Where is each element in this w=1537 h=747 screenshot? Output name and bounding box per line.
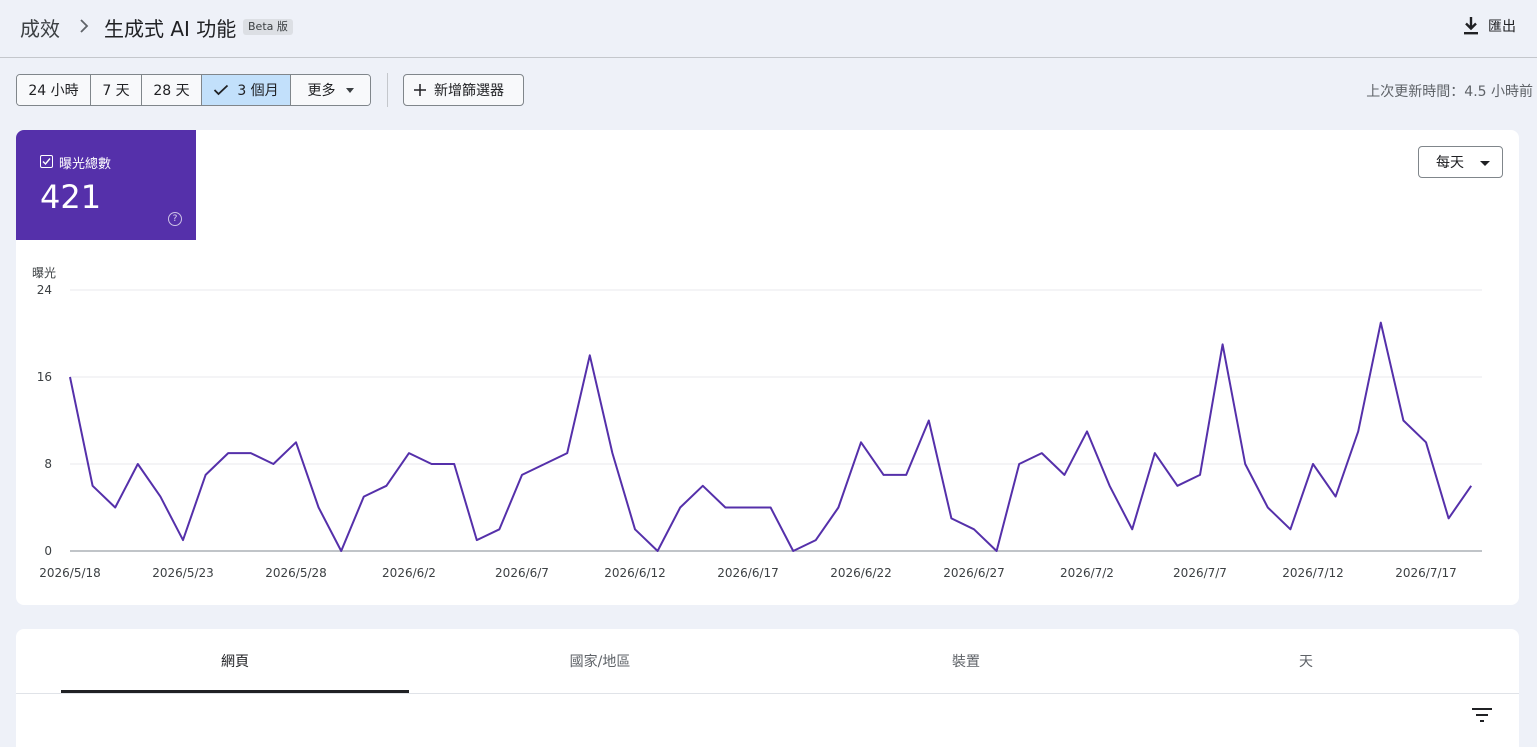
y-tick-label: 8 xyxy=(44,457,52,471)
x-tick-label: 2026/6/27 xyxy=(943,566,1005,580)
checkbox-checked-icon[interactable] xyxy=(40,155,53,168)
tab-label: 網頁 xyxy=(221,654,249,670)
page-title: 生成式 AI 功能 xyxy=(104,17,237,41)
tab-countries[interactable]: 國家/地區 xyxy=(446,629,754,693)
caret-down-icon xyxy=(345,87,354,93)
last-updated-text: 上次更新時間：4.5 小時前 xyxy=(1366,84,1533,100)
tab-label: 裝置 xyxy=(952,654,980,670)
x-tick-label: 2026/6/22 xyxy=(830,566,892,580)
breadcrumb-root[interactable]: 成效 xyxy=(20,17,60,41)
performance-chart-card: 曝光總數 421 ? 每天 曝光 0 8 16 24 2026/5/18 2026/5/23… xyxy=(16,130,1519,605)
series-line xyxy=(69,321,1473,552)
range-7d-button[interactable]: 7 天 xyxy=(91,75,142,105)
x-tick-label: 2026/7/2 xyxy=(1060,566,1114,580)
filter-list-icon[interactable] xyxy=(1472,707,1492,723)
caret-down-icon xyxy=(1480,161,1490,166)
add-filter-button[interactable]: 新增篩選器 xyxy=(403,74,524,106)
y-tick-label: 24 xyxy=(37,283,52,297)
x-tick-label: 2026/5/23 xyxy=(152,566,214,580)
range-28d-button[interactable]: 28 天 xyxy=(142,75,202,105)
range-label: 24 小時 xyxy=(28,83,79,99)
range-label: 28 天 xyxy=(153,83,190,99)
breakdown-tabs-card: 網頁 國家/地區 裝置 天 xyxy=(16,629,1519,747)
metric-label: 曝光總數 xyxy=(59,157,112,172)
range-3m-button[interactable]: 3 個月 xyxy=(202,75,291,105)
range-label: 7 天 xyxy=(102,83,130,99)
tab-devices[interactable]: 裝置 xyxy=(812,629,1120,693)
chevron-right-icon xyxy=(80,19,89,33)
tabs-divider xyxy=(16,693,1519,694)
page-header: 成效 生成式 AI 功能 Beta 版 匯出 xyxy=(0,0,1537,58)
interval-value: 每天 xyxy=(1436,155,1464,171)
export-label: 匯出 xyxy=(1488,19,1516,35)
impressions-line-chart: 曝光 0 8 16 24 2026/5/18 2026/5/23 2026/5/28 2026/… xyxy=(32,266,1482,580)
tab-pages[interactable]: 網頁 xyxy=(61,629,409,693)
impressions-metric-tile[interactable]: 曝光總數 421 ? xyxy=(16,130,196,240)
metric-value: 421 xyxy=(40,178,102,216)
beta-badge: Beta 版 xyxy=(243,19,293,35)
download-icon xyxy=(1464,17,1478,35)
x-tick-label: 2026/5/18 xyxy=(39,566,101,580)
x-tick-label: 2026/7/7 xyxy=(1173,566,1227,580)
tab-label: 國家/地區 xyxy=(569,654,631,670)
check-icon xyxy=(214,84,229,96)
range-24h-button[interactable]: 24 小時 xyxy=(17,75,91,105)
y-axis-label: 曝光 xyxy=(32,266,56,280)
x-tick-label: 2026/7/12 xyxy=(1282,566,1344,580)
help-icon[interactable]: ? xyxy=(168,212,182,226)
x-tick-label: 2026/7/17 xyxy=(1395,566,1457,580)
active-tab-indicator xyxy=(61,690,409,693)
x-tick-label: 2026/6/17 xyxy=(717,566,779,580)
range-label: 更多 xyxy=(307,83,336,99)
tab-label: 天 xyxy=(1299,654,1313,670)
toolbar-divider xyxy=(387,73,388,107)
add-filter-label: 新增篩選器 xyxy=(434,83,504,99)
range-label: 3 個月 xyxy=(237,83,279,99)
x-tick-label: 2026/6/7 xyxy=(495,566,549,580)
x-tick-label: 2026/6/2 xyxy=(382,566,436,580)
export-button[interactable]: 匯出 xyxy=(1462,14,1516,38)
x-tick-label: 2026/5/28 xyxy=(265,566,327,580)
y-tick-label: 0 xyxy=(44,544,52,558)
plus-icon xyxy=(414,84,426,96)
y-tick-label: 16 xyxy=(37,370,52,384)
tab-days[interactable]: 天 xyxy=(1152,629,1460,693)
date-range-selector: 24 小時 7 天 28 天 3 個月 更多 xyxy=(16,74,371,106)
x-tick-label: 2026/6/12 xyxy=(604,566,666,580)
range-more-button[interactable]: 更多 xyxy=(291,75,370,105)
interval-dropdown[interactable]: 每天 xyxy=(1418,146,1503,178)
